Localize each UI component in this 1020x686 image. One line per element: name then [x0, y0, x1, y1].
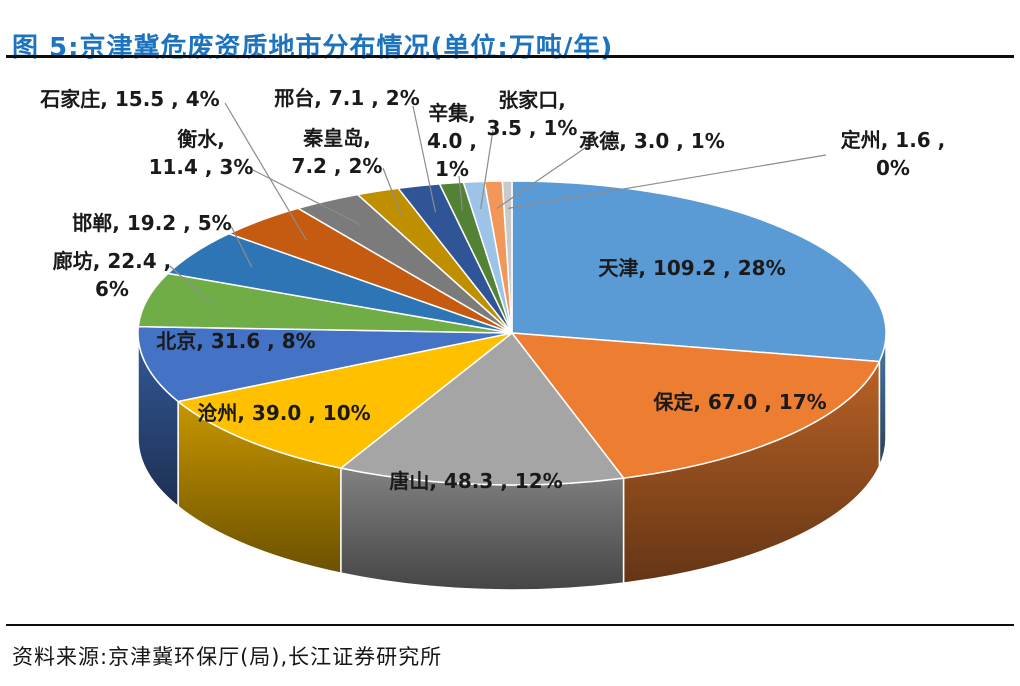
pie-slice-唐山: [340, 332, 625, 486]
leader-line-辛集: [458, 175, 463, 211]
pie-slice-廊坊: [137, 272, 513, 334]
pie-slice-天津: [511, 180, 887, 363]
leader-line-邯郸: [230, 225, 253, 268]
title-divider: [6, 55, 1014, 58]
pie-slice-定州: [501, 180, 513, 334]
pie-slice-side-唐山: [340, 467, 625, 591]
source-note: 资料来源:京津冀环保厅(局),长江证券研究所: [12, 645, 443, 669]
leader-line-承德: [496, 145, 589, 210]
leader-line-邢台: [412, 105, 437, 213]
pie-slice-沧州: [177, 332, 513, 469]
pie-slice-北京: [137, 325, 513, 403]
leader-line-定州: [507, 154, 827, 209]
leader-line-衡水: [252, 169, 361, 226]
leader-line-廊坊: [169, 265, 214, 306]
footer-divider: [6, 624, 1014, 626]
leader-line-秦皇岛: [382, 167, 403, 217]
figure-title: 图 5:京津冀危废资质地市分布情况(单位:万吨/年): [12, 33, 614, 64]
leader-line-石家庄: [224, 102, 308, 241]
leader-line-张家口: [480, 129, 494, 210]
pie-slice-保定: [511, 332, 881, 479]
